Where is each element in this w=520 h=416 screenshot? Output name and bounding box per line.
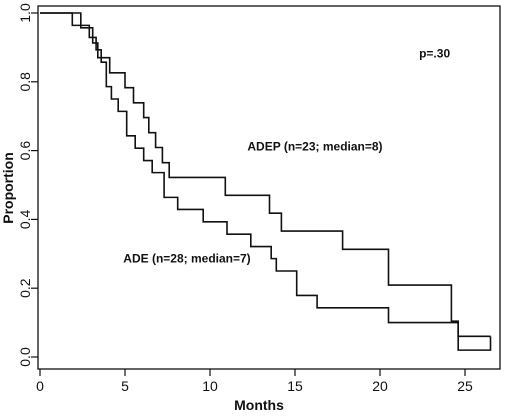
y-tick-label: 1.0	[17, 3, 33, 23]
y-tick-label: 0.2	[17, 278, 33, 298]
y-tick-label: 0.4	[17, 209, 33, 229]
x-tick-label: 5	[121, 378, 129, 394]
x-tick-label: 20	[372, 378, 388, 394]
annotation-label: ADE (n=28; median=7)	[123, 251, 250, 265]
y-tick-label: 0.8	[17, 72, 33, 92]
series-line-ade	[40, 12, 492, 351]
y-tick-label: 0.6	[17, 141, 33, 161]
x-axis-title: Months	[234, 397, 284, 413]
x-tick-label: 15	[287, 378, 303, 394]
x-tick-label: 10	[202, 378, 218, 394]
y-tick-label: 0.0	[17, 347, 33, 367]
x-tick-label: 25	[457, 378, 473, 394]
annotation-label: p=.30	[419, 47, 450, 61]
y-axis-title: Proportion	[0, 152, 16, 224]
annotations: p=.30 ADEP (n=23; median=8) ADE (n=28; med…	[123, 47, 450, 266]
annotation-label: ADEP (n=23; median=8)	[247, 140, 382, 154]
curves	[40, 12, 492, 351]
x-axis: 0 5 10 15 20 25	[36, 369, 473, 394]
series-line-adep	[40, 12, 491, 338]
plot-frame	[37, 5, 501, 370]
y-axis: 0.0 0.2 0.4 0.6 0.8 1.0	[17, 3, 38, 367]
x-tick-label: 0	[36, 378, 44, 394]
